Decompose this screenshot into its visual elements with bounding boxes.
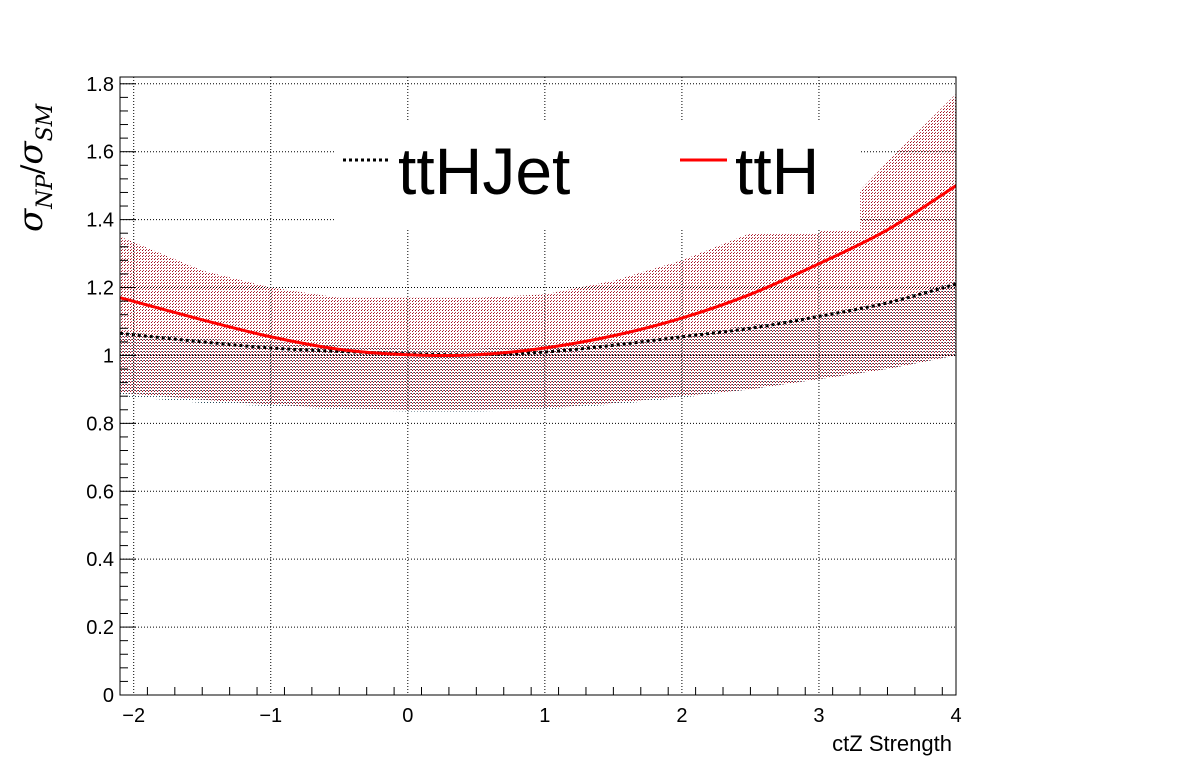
tick-labels: −2 −1 0 1 2 3 4 0 0.2 0.4 0.6 0.8 1 1.2 1.4 1.6 1.8 — [86, 74, 961, 727]
svg-text:σNP/σSM: σNP/σSM — [11, 103, 58, 232]
x-tick-label: 4 — [950, 705, 961, 727]
uncertainty-bands — [120, 93, 956, 412]
x-tick-label: −1 — [259, 705, 282, 727]
legend-label-tthjet: ttHJet — [398, 134, 570, 208]
y-tick-label: 1.8 — [86, 74, 114, 96]
y-axis-title: σNP/σSM — [11, 103, 58, 232]
x-tick-label: 2 — [676, 705, 687, 727]
legend-label-tth: ttH — [735, 134, 819, 208]
y-tick-label: 0.8 — [86, 413, 114, 435]
y-tick-label: 1 — [103, 345, 114, 367]
y-tick-label: 0.6 — [86, 481, 114, 503]
series-line-tthjet — [120, 282, 956, 357]
x-tick-label: 1 — [539, 705, 550, 727]
plot-frame — [119, 76, 957, 696]
x-tick-label: 0 — [402, 705, 413, 727]
y-tick-label: 0.4 — [86, 549, 114, 571]
x-tick-label: −2 — [122, 705, 145, 727]
band-tth — [120, 93, 956, 410]
axis-ticks — [119, 83, 943, 696]
y-tick-label: 1.4 — [86, 210, 114, 232]
y-tick-label: 0 — [103, 685, 114, 707]
y-tick-label: 1.2 — [86, 278, 114, 300]
series-lines — [120, 184, 956, 358]
x-axis-title: ctZ Strength — [832, 731, 952, 756]
legend: ttHJet ttH — [335, 122, 860, 230]
x-tick-label: 3 — [813, 705, 824, 727]
y-tick-label: 0.2 — [86, 617, 114, 639]
series-line-tth — [120, 184, 956, 358]
y-tick-label: 1.6 — [86, 142, 114, 164]
legend-box — [335, 122, 860, 230]
